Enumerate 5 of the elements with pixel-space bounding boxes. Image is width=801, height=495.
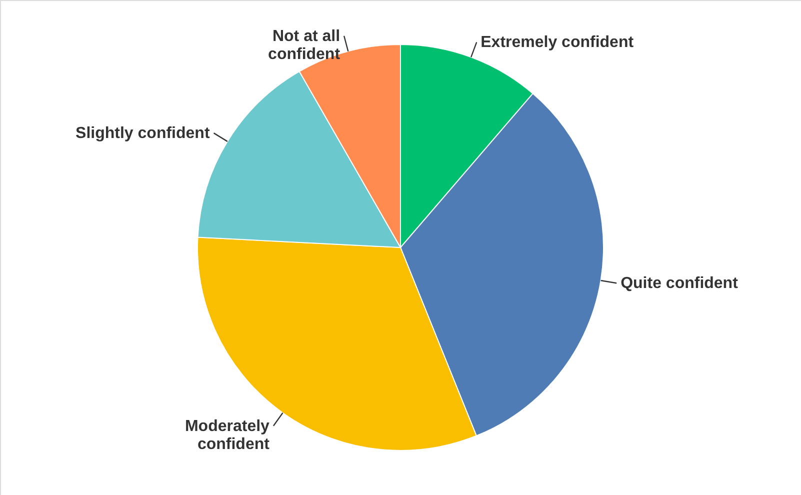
slice-label: Slightly confident [76, 125, 210, 142]
slice-label: Moderately confident [184, 418, 270, 453]
slice-label: Quite confident [620, 275, 739, 292]
slice-label: Extremely confident [480, 34, 634, 52]
slice-label: Not at all confident [268, 28, 341, 63]
